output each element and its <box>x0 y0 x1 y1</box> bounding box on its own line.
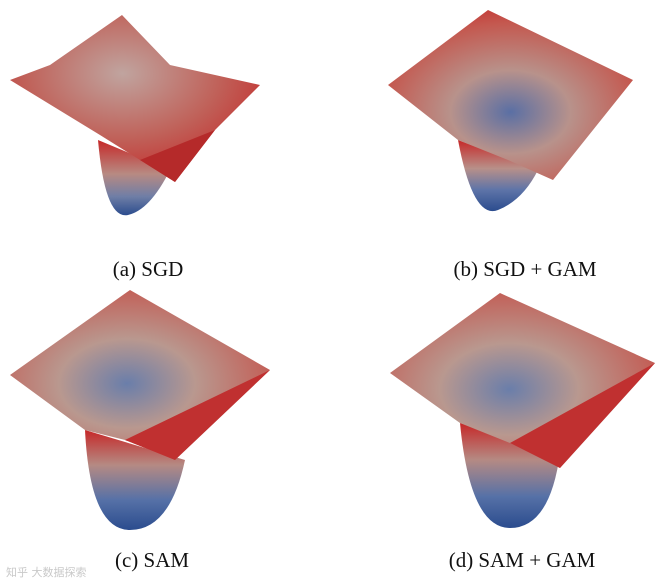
caption-sam: (c) SAM <box>114 548 190 572</box>
basin-sam <box>85 430 185 530</box>
sheet-sgd-gam <box>388 10 633 180</box>
caption-sgd-gam: (b) SGD + GAM <box>453 257 597 281</box>
surface-plot-sgd-gam <box>388 10 633 212</box>
surface-plot-sgd <box>10 15 260 216</box>
caption-sgd: (a) SGD <box>112 257 184 281</box>
loss-surface-sam <box>10 290 280 540</box>
surface-plot-sam-gam <box>390 293 655 528</box>
watermark-logo: 知乎 大数据探索 <box>6 566 87 579</box>
loss-surface-sam-gam <box>390 293 660 543</box>
surface-plot-sam <box>10 290 270 530</box>
basin-sgd-gam <box>458 140 538 212</box>
caption-sam-gam: (d) SAM + GAM <box>448 548 596 572</box>
loss-surface-sgd <box>10 10 270 220</box>
loss-surface-sgd-gam <box>388 10 648 220</box>
basin-sgd <box>98 140 170 216</box>
